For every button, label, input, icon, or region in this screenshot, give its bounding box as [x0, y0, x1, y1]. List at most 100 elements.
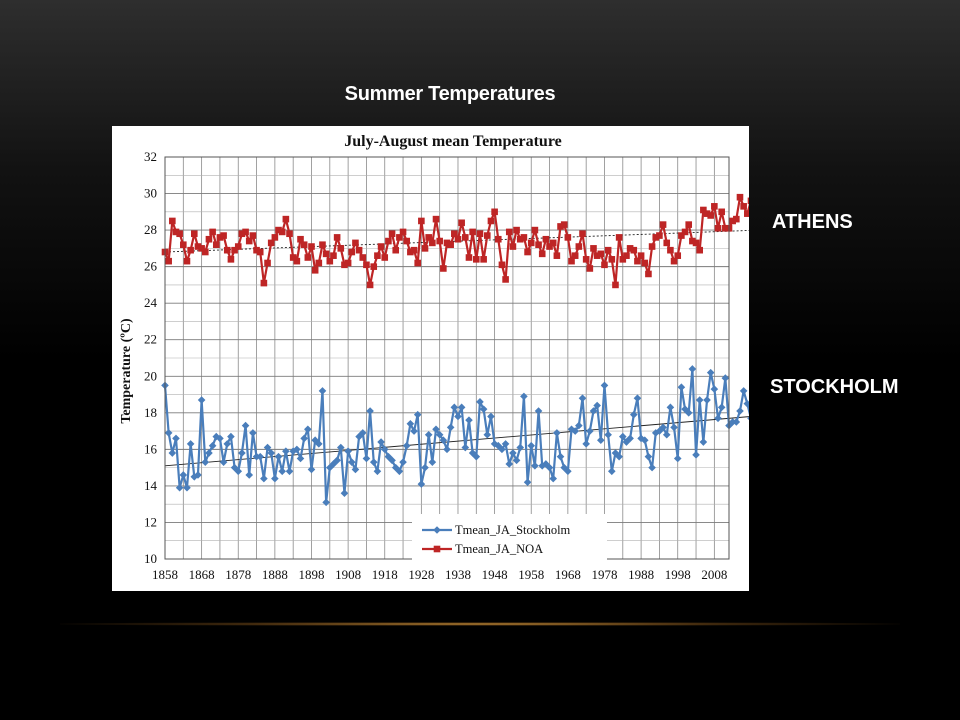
x-tick-label: 1998: [665, 567, 691, 582]
data-point: [721, 374, 730, 382]
data-point: [531, 462, 539, 470]
data-point: [326, 463, 334, 472]
series-layer: [161, 179, 762, 507]
y-tick-label: 12: [144, 514, 157, 529]
data-point: [645, 270, 652, 278]
data-point: [242, 228, 249, 236]
x-tick-label: 1948: [482, 567, 508, 582]
x-tick-label: 1938: [445, 567, 471, 582]
data-point: [322, 250, 330, 258]
data-point: [601, 261, 608, 269]
data-point: [502, 276, 509, 283]
data-point: [289, 447, 297, 455]
data-point: [300, 434, 308, 443]
data-point: [362, 454, 371, 463]
data-point: [197, 396, 206, 404]
data-point: [652, 234, 660, 241]
data-point: [600, 381, 609, 390]
data-point: [483, 232, 491, 239]
data-point: [608, 467, 616, 476]
data-point: [238, 230, 246, 238]
data-point: [703, 210, 711, 217]
data-point: [692, 239, 700, 247]
data-point: [341, 261, 348, 269]
data-point: [512, 456, 521, 465]
data-point: [282, 215, 290, 223]
x-tick-label: 1908: [335, 567, 361, 582]
data-point: [407, 248, 414, 256]
data-point: [699, 438, 708, 446]
data-point: [520, 234, 528, 241]
data-point: [542, 235, 550, 243]
data-point: [546, 243, 553, 250]
data-point: [462, 234, 469, 241]
data-point: [358, 429, 367, 437]
data-point: [571, 427, 579, 435]
data-point: [695, 396, 704, 404]
data-point: [743, 399, 752, 408]
data-point: [703, 396, 711, 404]
data-point: [274, 452, 283, 461]
data-point: [380, 445, 389, 454]
data-point: [611, 449, 620, 457]
data-point: [560, 221, 568, 228]
data-point: [590, 245, 597, 252]
data-point: [535, 241, 542, 249]
data-point: [472, 452, 481, 461]
data-point: [564, 467, 572, 476]
data-point: [285, 467, 294, 476]
data-point: [289, 254, 297, 261]
data-point: [706, 368, 715, 377]
data-point: [623, 252, 630, 259]
data-point: [186, 440, 195, 448]
data-point: [234, 243, 242, 250]
data-point: [659, 221, 667, 228]
data-point: [241, 421, 250, 430]
legend-label-stockholm: Tmean_JA_Stockholm: [455, 523, 571, 537]
data-point: [733, 215, 740, 223]
data-point: [183, 257, 191, 265]
data-point: [180, 241, 187, 249]
data-point: [490, 440, 499, 448]
data-point: [238, 449, 246, 457]
data-point: [421, 245, 429, 252]
data-point: [216, 434, 224, 443]
data-point: [227, 256, 235, 263]
data-point: [637, 252, 645, 259]
data-point: [370, 263, 378, 270]
data-point: [176, 230, 183, 238]
data-point: [692, 451, 700, 459]
data-point: [739, 387, 748, 395]
data-point: [732, 418, 741, 426]
data-point: [597, 250, 605, 258]
data-point: [436, 237, 443, 245]
data-point: [359, 254, 367, 261]
y-tick-label: 30: [144, 186, 157, 201]
data-point: [677, 383, 686, 392]
data-point: [429, 239, 436, 247]
chart-title: July-August mean Temperature: [344, 133, 562, 150]
data-point: [747, 197, 755, 205]
data-point: [396, 234, 403, 241]
data-point: [710, 385, 719, 393]
data-point: [604, 246, 612, 254]
data-point: [534, 407, 543, 415]
data-point: [234, 467, 243, 476]
data-point: [740, 203, 747, 210]
data-point: [509, 449, 517, 457]
data-point: [304, 254, 312, 261]
data-point: [604, 430, 612, 439]
data-point: [516, 443, 525, 452]
data-point: [413, 410, 422, 419]
temperature-chart: July-August mean Temperature Temperature…: [119, 133, 762, 582]
data-point: [278, 228, 286, 236]
data-point: [256, 452, 265, 461]
data-point: [271, 234, 279, 241]
data-point: [662, 430, 671, 439]
data-point: [487, 217, 495, 225]
data-point: [498, 261, 506, 269]
data-point: [648, 463, 656, 472]
trend-line: [164, 229, 759, 253]
data-point: [556, 452, 565, 461]
data-point: [164, 429, 173, 437]
